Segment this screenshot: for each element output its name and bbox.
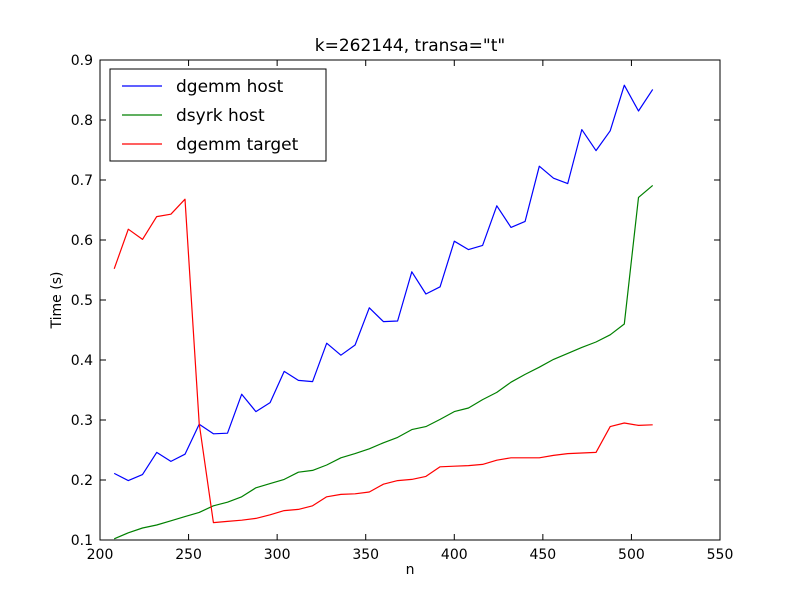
x-tick-label: 300	[264, 547, 291, 563]
y-tick-label: 0.1	[71, 533, 93, 549]
y-tick-label: 0.8	[71, 113, 93, 129]
y-axis-label: Time (s)	[49, 272, 65, 330]
chart-title: k=262144, transa="t"	[315, 36, 505, 56]
legend-label-0: dgemm host	[176, 77, 284, 97]
legend-label-2: dgemm target	[176, 135, 299, 155]
x-tick-label: 200	[87, 547, 114, 563]
legend-label-1: dsyrk host	[176, 106, 265, 126]
y-tick-label: 0.9	[71, 53, 93, 69]
y-tick-label: 0.6	[71, 233, 93, 249]
series-line-0	[113, 84, 654, 482]
y-tick-label: 0.4	[71, 353, 93, 369]
y-tick-label: 0.7	[71, 173, 93, 189]
legend: dgemm host dsyrk host dgemm target	[109, 68, 327, 162]
series-line-1	[113, 184, 654, 540]
y-axis: 0.1 0.2 0.3 0.4 0.5 0.6 0.7 0.8 0.9	[71, 53, 720, 549]
y-tick-label: 0.5	[71, 293, 93, 309]
x-tick-label: 500	[618, 547, 645, 563]
y-tick-label: 0.2	[71, 473, 93, 489]
x-axis: 200 250 300 350 400 450 500 550	[87, 60, 734, 563]
series-layer	[113, 84, 654, 540]
x-axis-label: n	[406, 562, 415, 578]
x-tick-label: 550	[707, 547, 734, 563]
y-tick-label: 0.3	[71, 413, 93, 429]
x-tick-label: 250	[175, 547, 202, 563]
x-tick-label: 350	[352, 547, 379, 563]
x-tick-label: 400	[441, 547, 468, 563]
series-line-2	[113, 198, 653, 524]
x-tick-label: 450	[529, 547, 556, 563]
